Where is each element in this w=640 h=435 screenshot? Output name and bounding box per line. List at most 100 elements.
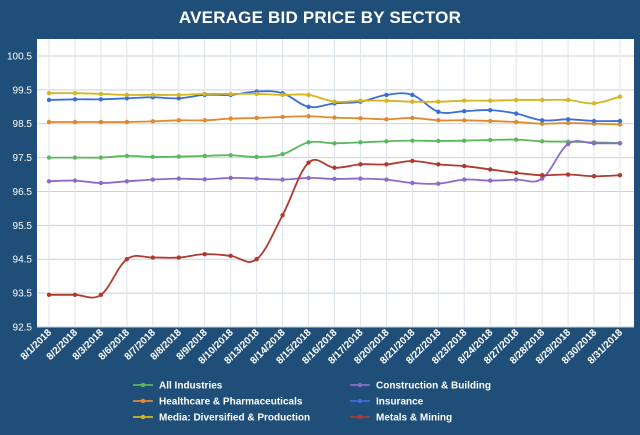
data-point-metals-mining <box>384 162 389 167</box>
data-point-all-industries <box>72 155 78 160</box>
chart-title: AVERAGE BID PRICE BY SECTOR <box>178 8 462 27</box>
legend-label-metals-mining: Metals & Mining <box>376 413 452 424</box>
data-point-healthcare-pharmaceuticals <box>513 119 519 125</box>
data-point-metals-mining <box>306 160 311 165</box>
data-point-healthcare-pharmaceuticals <box>410 115 415 121</box>
data-point-metals-mining <box>176 255 181 260</box>
data-point-healthcare-pharmaceuticals <box>384 117 389 122</box>
data-point-construction-building <box>280 177 285 182</box>
data-point-all-industries <box>358 140 363 145</box>
data-point-construction-building <box>513 177 519 182</box>
data-point-construction-building <box>358 176 363 181</box>
data-point-metals-mining <box>150 255 156 260</box>
y-tick-label: 96.5 <box>13 187 33 198</box>
data-point-media-diversified-production <box>462 98 467 103</box>
data-point-healthcare-pharmaceuticals <box>72 119 78 125</box>
legend-marker-media-diversified-production <box>140 414 146 420</box>
data-point-healthcare-pharmaceuticals <box>488 118 493 124</box>
data-point-all-industries <box>202 153 207 159</box>
data-point-construction-building <box>591 141 597 146</box>
data-point-metals-mining <box>565 172 571 177</box>
data-point-media-diversified-production <box>332 99 337 104</box>
legend-marker-insurance <box>357 398 363 404</box>
data-point-media-diversified-production <box>539 97 545 103</box>
legend-label-insurance: Insurance <box>376 397 424 408</box>
data-point-construction-building <box>565 141 571 147</box>
data-point-construction-building <box>410 180 415 186</box>
data-point-all-industries <box>384 139 389 144</box>
data-point-construction-building <box>98 180 104 186</box>
data-point-healthcare-pharmaceuticals <box>436 118 441 123</box>
data-point-media-diversified-production <box>150 92 156 98</box>
data-point-metals-mining <box>46 292 52 298</box>
data-point-media-diversified-production <box>254 91 259 97</box>
data-point-insurance <box>46 97 52 103</box>
data-point-metals-mining <box>488 167 493 172</box>
data-point-healthcare-pharmaceuticals <box>150 119 156 124</box>
data-point-all-industries <box>98 155 104 160</box>
chart-plot-wrap: 92.5 93.5 94.5 95.5 96.5 97.5 98.5 99.5 100.5 8/1… <box>0 36 640 435</box>
y-tick-label: 93.5 <box>13 289 33 300</box>
data-point-healthcare-pharmaceuticals <box>46 119 52 125</box>
data-point-construction-building <box>176 176 181 181</box>
data-point-all-industries <box>436 138 441 144</box>
data-point-healthcare-pharmaceuticals <box>306 114 311 119</box>
legend-label-all-industries: All Industries <box>159 381 223 392</box>
data-point-healthcare-pharmaceuticals <box>617 122 623 127</box>
data-point-metals-mining <box>462 163 467 169</box>
line-chart: 92.593.594.595.596.597.598.599.5100.58/1… <box>7 39 634 424</box>
data-point-healthcare-pharmaceuticals <box>98 119 104 125</box>
data-point-insurance <box>565 117 571 122</box>
y-tick-label: 97.5 <box>13 153 33 164</box>
y-tick-label: 94.5 <box>13 255 33 266</box>
data-point-media-diversified-production <box>124 92 130 98</box>
data-point-construction-building <box>462 177 467 182</box>
data-point-construction-building <box>124 179 130 184</box>
data-point-all-industries <box>410 138 415 143</box>
data-point-media-diversified-production <box>410 99 415 104</box>
data-point-healthcare-pharmaceuticals <box>176 118 181 123</box>
data-point-insurance <box>124 96 130 101</box>
data-point-all-industries <box>539 139 545 144</box>
data-point-insurance <box>462 108 467 114</box>
data-point-insurance <box>513 111 519 116</box>
data-point-media-diversified-production <box>436 99 441 104</box>
y-tick-label: 92.5 <box>13 323 33 334</box>
data-point-healthcare-pharmaceuticals <box>280 114 285 120</box>
data-point-media-diversified-production <box>46 91 52 96</box>
data-point-all-industries <box>124 153 130 159</box>
data-point-media-diversified-production <box>306 92 311 98</box>
data-point-media-diversified-production <box>98 91 104 97</box>
data-point-construction-building <box>384 177 389 182</box>
data-point-all-industries <box>176 154 181 159</box>
data-point-insurance <box>176 96 181 101</box>
data-point-media-diversified-production <box>617 94 623 99</box>
data-point-all-industries <box>332 141 337 146</box>
chart-title-band: AVERAGE BID PRICE BY SECTOR <box>0 0 640 36</box>
data-point-construction-building <box>539 176 545 181</box>
data-point-metals-mining <box>513 170 519 176</box>
data-point-metals-mining <box>228 253 233 259</box>
data-point-metals-mining <box>617 173 623 178</box>
data-point-all-industries <box>513 137 519 142</box>
data-point-insurance <box>410 92 415 98</box>
y-tick-label: 99.5 <box>13 85 33 96</box>
data-point-healthcare-pharmaceuticals <box>332 115 337 120</box>
data-point-metals-mining <box>332 165 337 170</box>
data-point-construction-building <box>46 179 52 184</box>
data-point-construction-building <box>72 178 78 183</box>
legend-label-media-diversified-production: Media: Diversified & Production <box>159 413 310 424</box>
data-point-media-diversified-production <box>176 92 181 98</box>
data-point-construction-building <box>436 181 441 186</box>
data-point-construction-building <box>228 175 233 181</box>
data-point-metals-mining <box>410 158 415 164</box>
data-point-media-diversified-production <box>280 92 285 98</box>
data-point-insurance <box>436 109 441 115</box>
data-point-all-industries <box>150 154 156 160</box>
data-point-all-industries <box>254 154 259 160</box>
data-point-media-diversified-production <box>513 97 519 103</box>
data-point-insurance <box>72 97 78 102</box>
y-tick-label: 95.5 <box>13 221 33 232</box>
data-point-metals-mining <box>436 162 441 167</box>
